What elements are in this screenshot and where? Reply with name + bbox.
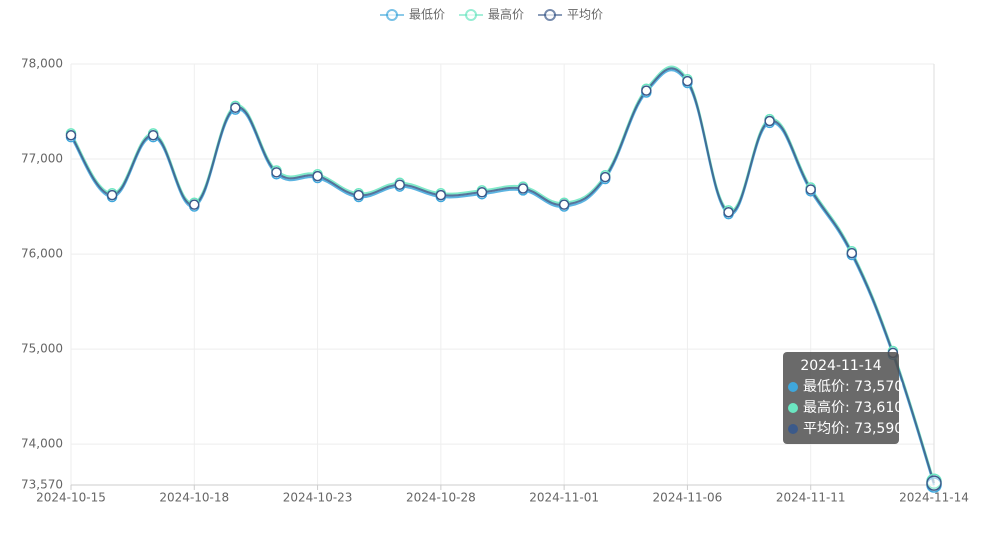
legend-item: 平均价	[538, 8, 603, 22]
legend-item: 最高价	[459, 7, 524, 22]
tooltip-name: 最低价	[803, 379, 845, 395]
data-point	[558, 199, 570, 210]
data-point	[394, 179, 406, 190]
tooltip-value: 73,570	[854, 379, 903, 395]
data-point	[106, 189, 118, 201]
legend-label: 最高价	[488, 7, 524, 22]
data-point	[805, 184, 816, 195]
legend-symbol	[386, 9, 398, 21]
data-point	[599, 171, 611, 183]
tooltip-title: 2024-11-14	[800, 358, 881, 374]
tooltip-box	[783, 352, 899, 444]
tooltip-row: 最低价: 73,570	[803, 379, 903, 395]
data-point	[764, 115, 775, 127]
tooltip-name: 平均价	[803, 421, 845, 437]
tooltip-row: 平均价: 73,590	[803, 421, 903, 437]
tooltip-dot	[788, 424, 798, 434]
data-point	[271, 167, 282, 178]
x-tick-label: 2024-11-01	[529, 491, 599, 505]
tooltip-value: 73,590	[854, 421, 903, 437]
data-point	[353, 189, 364, 201]
data-point	[926, 475, 942, 491]
data-point	[435, 189, 447, 201]
legend-label: 平均价	[567, 8, 603, 22]
x-tick-label: 2024-11-11	[776, 491, 846, 505]
tooltip-dot	[788, 382, 798, 392]
tooltip-sep: :	[845, 400, 854, 416]
legend-symbol	[465, 9, 478, 21]
tooltip-sep: :	[845, 379, 854, 395]
data-point	[682, 75, 693, 87]
legend-label: 最低价	[409, 8, 445, 22]
tooltip-name: 最高价	[803, 399, 845, 416]
y-tick-label: 77,000	[21, 152, 63, 166]
y-tick-label: 78,000	[21, 57, 63, 71]
data-point	[846, 247, 858, 259]
x-tick-label: 2024-10-28	[406, 491, 476, 505]
x-tick-label: 2024-11-14	[899, 491, 969, 505]
y-tick-label: 76,000	[21, 247, 63, 261]
data-point	[641, 85, 652, 96]
x-tick-label: 2024-11-06	[653, 491, 723, 505]
x-tick-label: 2024-10-23	[283, 491, 353, 505]
data-point	[476, 187, 488, 198]
data-point	[230, 102, 241, 113]
y-tick-label: 75,000	[21, 342, 63, 356]
data-point	[65, 130, 77, 141]
data-point	[147, 130, 159, 141]
tooltip: 2024-11-14 最低价: 73,570 最高价: 73,610 平均价: 73,…	[783, 352, 903, 444]
tooltip-row: 最高价: 73,610	[803, 399, 903, 416]
y-tick-label: 73,570	[21, 478, 63, 492]
x-tick-label: 2024-10-18	[159, 491, 229, 505]
data-point	[723, 207, 734, 218]
data-point	[189, 199, 200, 210]
legend-item: 最低价	[380, 8, 445, 22]
data-point	[312, 170, 323, 182]
tooltip-dot	[788, 403, 798, 413]
legend-symbol	[544, 9, 557, 21]
y-tick-label: 74,000	[21, 437, 63, 451]
tooltip-value: 73,610	[854, 400, 903, 416]
data-point	[517, 183, 529, 194]
tooltip-sep: :	[845, 421, 854, 437]
x-tick-label: 2024-10-15	[36, 491, 106, 505]
